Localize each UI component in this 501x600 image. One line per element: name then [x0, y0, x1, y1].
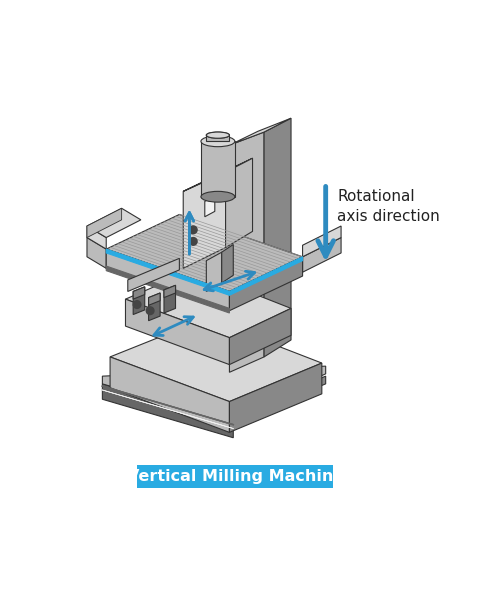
Polygon shape	[229, 257, 303, 311]
Polygon shape	[164, 285, 175, 313]
Polygon shape	[133, 287, 145, 299]
Ellipse shape	[201, 191, 235, 202]
Polygon shape	[110, 319, 322, 401]
Polygon shape	[229, 132, 264, 372]
Polygon shape	[149, 293, 160, 305]
Ellipse shape	[206, 132, 229, 138]
Polygon shape	[303, 226, 341, 257]
Polygon shape	[102, 384, 233, 438]
Polygon shape	[106, 266, 229, 313]
Polygon shape	[110, 357, 229, 433]
Polygon shape	[106, 249, 229, 311]
Polygon shape	[222, 244, 233, 283]
Polygon shape	[102, 366, 326, 422]
Polygon shape	[183, 158, 253, 191]
Polygon shape	[206, 135, 229, 141]
Polygon shape	[125, 270, 291, 338]
Polygon shape	[106, 249, 229, 295]
Polygon shape	[264, 118, 291, 357]
Polygon shape	[229, 363, 322, 433]
Polygon shape	[106, 214, 303, 292]
Polygon shape	[125, 299, 229, 365]
Circle shape	[133, 301, 141, 308]
Polygon shape	[128, 259, 179, 292]
Polygon shape	[229, 118, 291, 145]
Polygon shape	[229, 257, 303, 295]
Text: Rotational
axis direction: Rotational axis direction	[337, 190, 440, 224]
Polygon shape	[164, 285, 175, 298]
Ellipse shape	[201, 136, 235, 146]
FancyBboxPatch shape	[137, 464, 333, 488]
Polygon shape	[133, 287, 145, 314]
Circle shape	[189, 226, 197, 233]
Polygon shape	[229, 308, 291, 365]
Text: Vertical Milling Machine: Vertical Milling Machine	[127, 469, 344, 484]
Polygon shape	[149, 293, 160, 321]
Polygon shape	[225, 158, 253, 248]
Polygon shape	[87, 208, 141, 238]
Circle shape	[189, 238, 197, 245]
Ellipse shape	[206, 132, 229, 138]
Circle shape	[146, 307, 154, 314]
Polygon shape	[183, 172, 225, 268]
Polygon shape	[87, 208, 122, 238]
Polygon shape	[87, 226, 106, 249]
Polygon shape	[206, 252, 222, 292]
Polygon shape	[303, 238, 341, 272]
Polygon shape	[205, 196, 215, 217]
Polygon shape	[233, 376, 326, 422]
Polygon shape	[201, 141, 235, 197]
Polygon shape	[87, 238, 106, 268]
